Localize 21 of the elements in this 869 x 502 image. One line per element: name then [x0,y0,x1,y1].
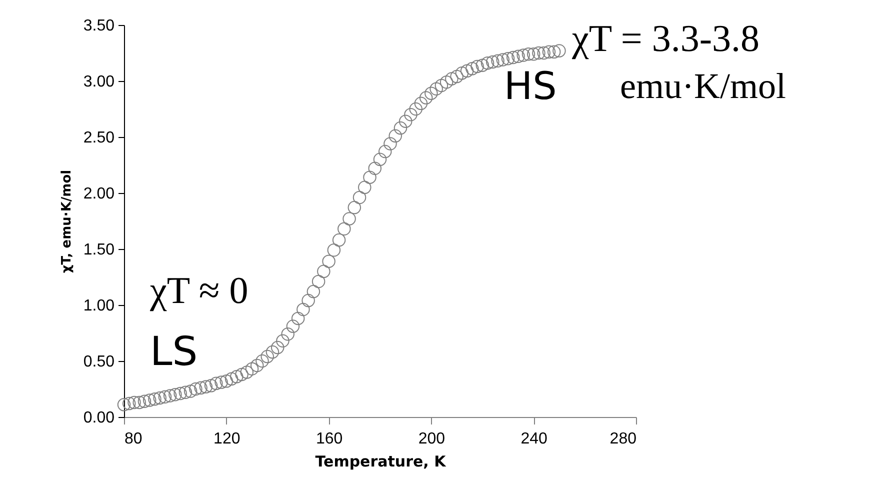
annotation: χT ≈ 0 [149,270,248,312]
x-tick-label: 280 [610,430,637,448]
x-tick-label: 160 [316,430,343,448]
y-tick-label: 0.50 [83,354,115,370]
x-tick-label: 80 [124,430,142,448]
x-tick-label: 120 [214,430,240,448]
annotation: χT = 3.3-3.8 [571,18,760,60]
x-axis-title: Temperature, K [315,452,448,470]
y-tick-label: 1.00 [83,298,115,314]
annotation: LS [150,329,198,375]
x-tick-label: 240 [520,430,548,448]
y-tick-label: 3.00 [83,74,115,90]
annotation: emu·K/mol [620,66,786,106]
annotation: HS [504,64,557,108]
x-tick-label: 200 [418,430,446,448]
y-tick-label: 1.50 [83,242,115,258]
y-tick-label: 3.50 [83,18,115,34]
y-tick-label: 0.00 [83,410,115,426]
y-axis-title: χT, emu·K/mol [59,170,74,274]
y-tick-label: 2.00 [83,186,115,202]
y-tick-label: 2.50 [83,130,115,146]
